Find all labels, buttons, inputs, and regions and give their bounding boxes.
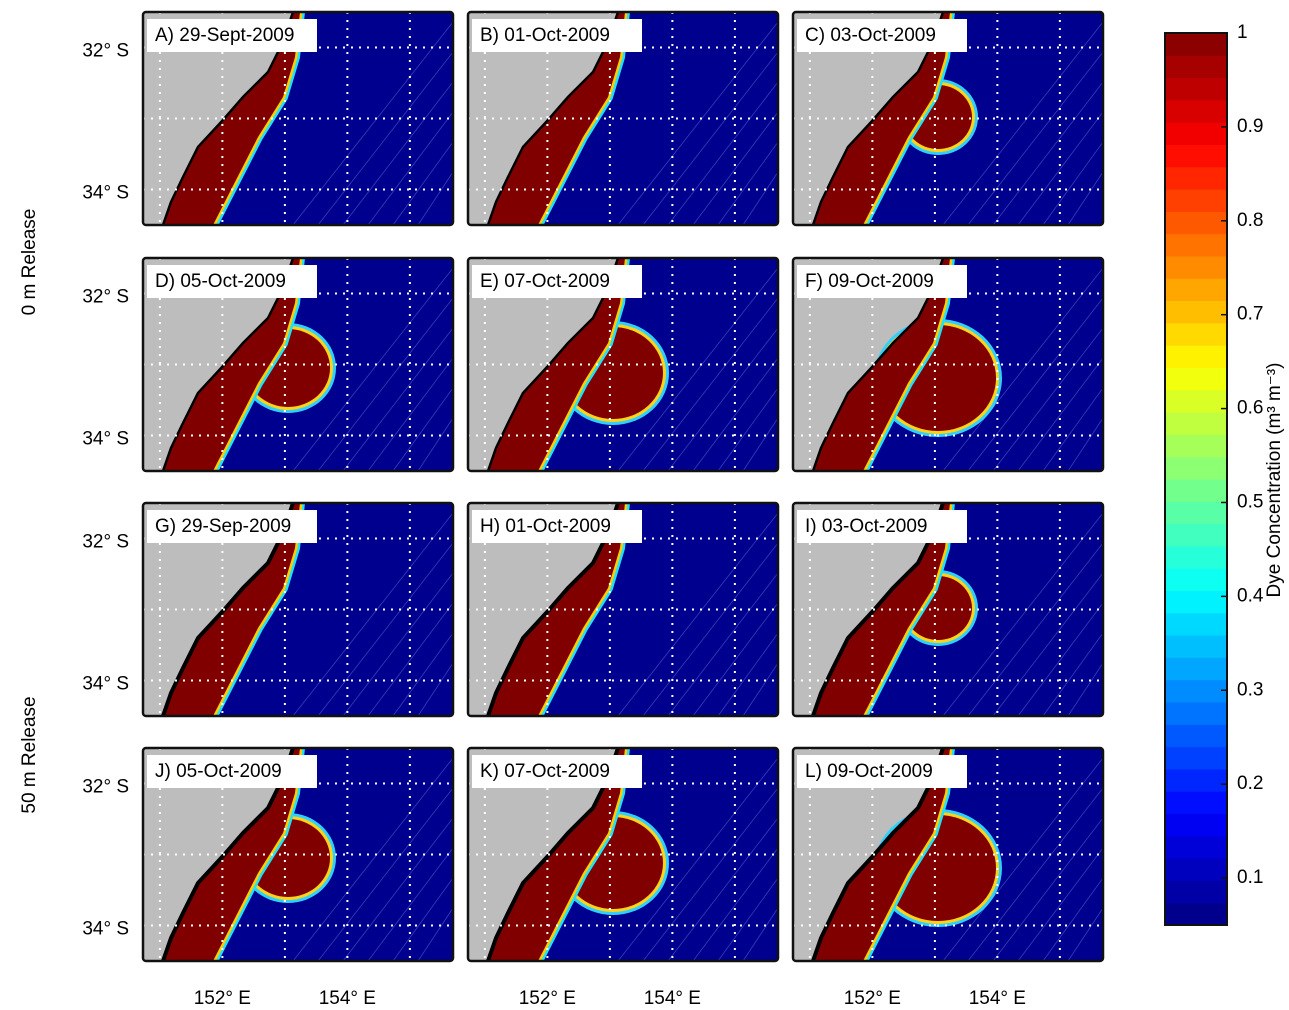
colorbar-tick-label: 0.3 [1237, 679, 1263, 700]
row-label: 0 m Release [19, 209, 40, 316]
lat-tick-label: 34° S [82, 674, 129, 695]
panel-title: B) 01-Oct-2009 [480, 25, 610, 46]
map-panel: F) 09-Oct-2009 [793, 258, 1103, 471]
colorbar-step [1165, 568, 1227, 591]
colorbar-step [1165, 301, 1227, 324]
panel-title: C) 03-Oct-2009 [805, 25, 936, 46]
colorbar-step [1165, 457, 1227, 480]
panel-title: E) 07-Oct-2009 [480, 271, 610, 292]
map-panel: L) 09-Oct-2009 152° E 154° E [793, 748, 1103, 1009]
panel-title: H) 01-Oct-2009 [480, 516, 611, 537]
map-panel: E) 07-Oct-2009 [468, 258, 778, 471]
map-panel: K) 07-Oct-2009 152° E 154° E [468, 748, 778, 1009]
panel-title: K) 07-Oct-2009 [480, 761, 610, 782]
lat-tick-label: 34° S [82, 919, 129, 940]
colorbar-tick-label: 0.2 [1237, 773, 1263, 794]
colorbar-step [1165, 211, 1227, 234]
figure: 0 m Release 50 m Release Dye Concentrati… [0, 0, 1289, 1010]
colorbar-step [1165, 390, 1227, 413]
colorbar-tick-label: 0.1 [1237, 867, 1263, 888]
lat-tick-label: 32° S [82, 777, 129, 798]
panel-title: I) 03-Oct-2009 [805, 516, 928, 537]
map-panel: A) 29-Sept-2009 32° S 34° S [82, 12, 453, 225]
colorbar-tick-label: 0.8 [1237, 210, 1263, 231]
panel-title: L) 09-Oct-2009 [805, 761, 933, 782]
colorbar-step [1165, 591, 1227, 614]
map-panel: C) 03-Oct-2009 [793, 12, 1103, 225]
colorbar-step [1165, 234, 1227, 257]
lon-tick-label: 152° E [519, 988, 576, 1009]
colorbar-step [1165, 724, 1227, 747]
map-panel: G) 29-Sep-2009 32° S 34° S [82, 503, 453, 716]
colorbar-step [1165, 836, 1227, 859]
colorbar-step [1165, 747, 1227, 770]
lon-tick-label: 152° E [194, 988, 251, 1009]
colorbar-step [1165, 78, 1227, 101]
panel-title: G) 29-Sep-2009 [155, 516, 291, 537]
colorbar-step [1165, 278, 1227, 301]
colorbar-step [1165, 100, 1227, 123]
colorbar-step [1165, 880, 1227, 903]
colorbar-tick-label: 1 [1237, 22, 1248, 43]
colorbar-step [1165, 680, 1227, 703]
colorbar-step [1165, 814, 1227, 837]
colorbar-step [1165, 702, 1227, 725]
colorbar-step [1165, 323, 1227, 346]
colorbar-step [1165, 33, 1227, 56]
colorbar-step [1165, 635, 1227, 658]
lat-tick-label: 34° S [82, 429, 129, 450]
colorbar-tick-label: 0.5 [1237, 491, 1263, 512]
colorbar-step [1165, 189, 1227, 212]
panel-title: D) 05-Oct-2009 [155, 271, 286, 292]
colorbar-step [1165, 479, 1227, 502]
colorbar-tick-label: 0.4 [1237, 585, 1264, 606]
colorbar-step [1165, 524, 1227, 547]
lon-tick-label: 154° E [319, 988, 376, 1009]
map-panel: I) 03-Oct-2009 [793, 503, 1103, 716]
colorbar-step [1165, 345, 1227, 368]
colorbar-step [1165, 256, 1227, 279]
colorbar-step [1165, 167, 1227, 190]
lon-tick-label: 154° E [969, 988, 1026, 1009]
row-label: 50 m Release [19, 696, 40, 813]
colorbar-tick-label: 0.6 [1237, 398, 1263, 419]
panel-title: A) 29-Sept-2009 [155, 25, 294, 46]
colorbar-step [1165, 858, 1227, 881]
colorbar-step [1165, 791, 1227, 814]
lat-tick-label: 32° S [82, 41, 129, 62]
lat-tick-label: 32° S [82, 532, 129, 553]
panel-title: J) 05-Oct-2009 [155, 761, 282, 782]
colorbar-step [1165, 657, 1227, 680]
colorbar-step [1165, 903, 1227, 926]
lat-tick-label: 32° S [82, 287, 129, 308]
colorbar-step [1165, 769, 1227, 792]
colorbar-step [1165, 546, 1227, 569]
map-panel: B) 01-Oct-2009 [468, 12, 778, 225]
lat-tick-label: 34° S [82, 183, 129, 204]
colorbar-tick-label: 0.7 [1237, 304, 1263, 325]
colorbar-step [1165, 368, 1227, 391]
colorbar-step [1165, 122, 1227, 145]
colorbar-step [1165, 613, 1227, 636]
colorbar-step [1165, 145, 1227, 168]
colorbar-step [1165, 412, 1227, 435]
map-panel: H) 01-Oct-2009 [468, 503, 778, 716]
colorbar-label: Dye Concentration (m³ m⁻³) [1264, 363, 1285, 598]
lon-tick-label: 154° E [644, 988, 701, 1009]
colorbar-step [1165, 434, 1227, 457]
colorbar-step [1165, 55, 1227, 78]
panel-title: F) 09-Oct-2009 [805, 271, 934, 292]
colorbar-tick-label: 0.9 [1237, 116, 1263, 137]
lon-tick-label: 152° E [844, 988, 901, 1009]
map-panel: J) 05-Oct-2009 32° S 34° S 152° E 154° E [82, 748, 453, 1009]
colorbar-step [1165, 501, 1227, 524]
map-panel: D) 05-Oct-2009 32° S 34° S [82, 258, 453, 471]
